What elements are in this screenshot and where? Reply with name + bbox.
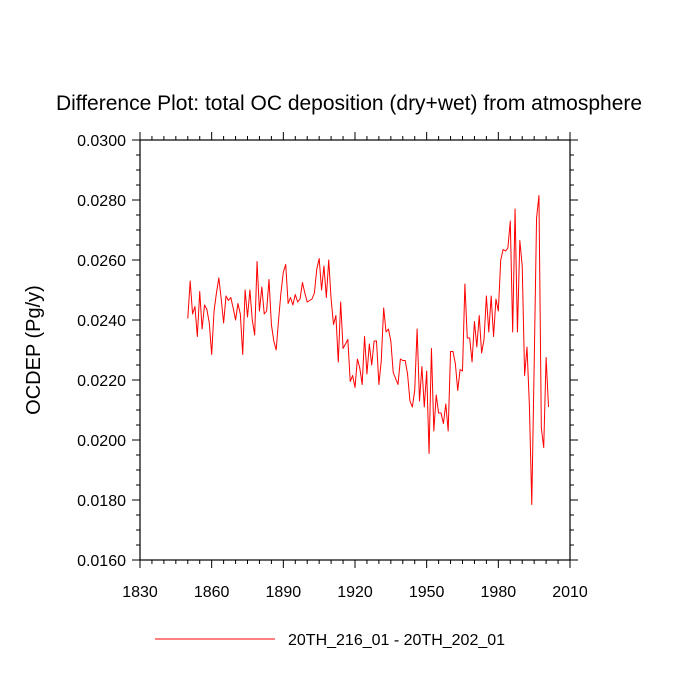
y-tick-label: 0.0220 — [77, 373, 126, 390]
legend-label: 20TH_216_01 - 20TH_202_01 — [288, 632, 505, 649]
plot-area — [139, 139, 571, 561]
x-tick-labels: 1830 1860 1890 1920 1950 1980 2010 — [122, 584, 588, 601]
ticks — [132, 132, 578, 568]
y-axis-label: OCDEP (Pg/y) — [23, 285, 45, 415]
x-tick-label: 2010 — [552, 584, 588, 601]
y-tick-label: 0.0280 — [77, 193, 126, 210]
legend: 20TH_216_01 - 20TH_202_01 — [155, 632, 505, 649]
plot-frame — [139, 139, 571, 561]
series-line — [187, 195, 549, 505]
x-tick-label: 1830 — [122, 584, 158, 601]
y-tick-label: 0.0200 — [77, 433, 126, 450]
y-tick-label: 0.0240 — [77, 313, 126, 330]
x-tick-label: 1980 — [481, 584, 517, 601]
series-layer — [187, 195, 549, 505]
chart-title: Difference Plot: total OC deposition (dr… — [56, 92, 642, 115]
x-tick-label: 1920 — [337, 584, 373, 601]
x-tick-label: 1860 — [194, 584, 230, 601]
x-tick-label: 1950 — [409, 584, 445, 601]
x-tick-label: 1890 — [266, 584, 302, 601]
y-tick-label: 0.0180 — [77, 493, 126, 510]
y-tick-label: 0.0160 — [77, 553, 126, 570]
y-tick-label: 0.0300 — [77, 133, 126, 150]
y-tick-labels: 0.0160 0.0180 0.0200 0.0220 0.0240 0.0260 0.02… — [77, 133, 126, 570]
y-tick-label: 0.0260 — [77, 253, 126, 270]
